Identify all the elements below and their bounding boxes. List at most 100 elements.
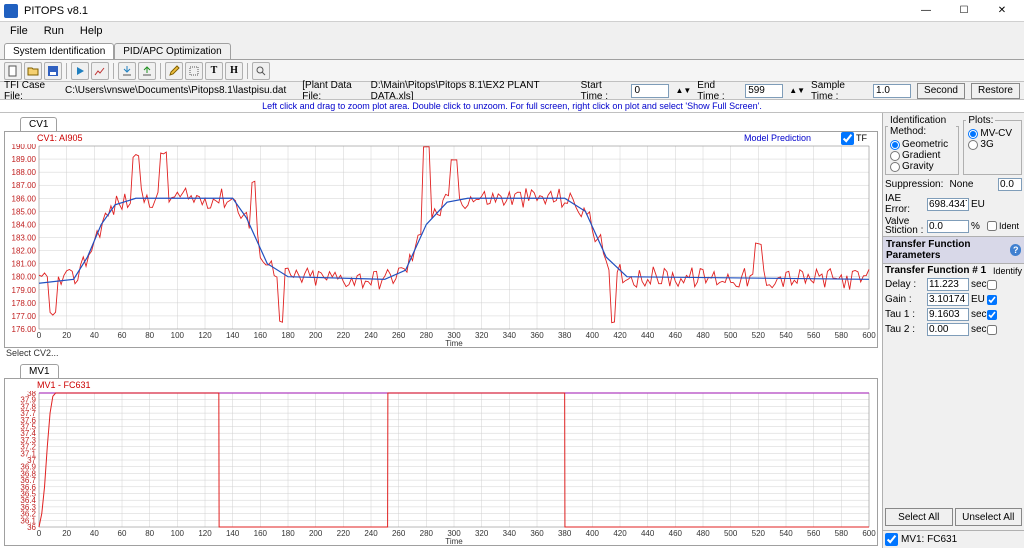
ident-method-group: Identification Method: Geometric Gradien… <box>885 115 959 175</box>
maximize-button[interactable]: ☐ <box>946 2 982 20</box>
gain-input[interactable] <box>927 293 969 306</box>
radio-3g[interactable] <box>968 140 978 150</box>
select-all-button[interactable]: Select All <box>885 508 953 526</box>
svg-text:600: 600 <box>862 331 876 340</box>
svg-text:400: 400 <box>586 529 600 538</box>
tab-cv1[interactable]: CV1 <box>20 117 57 131</box>
radio-mv-cv[interactable] <box>968 129 978 139</box>
menu-help[interactable]: Help <box>74 24 109 38</box>
heading-icon[interactable]: H <box>225 62 243 80</box>
open-icon[interactable] <box>24 62 42 80</box>
file-info-row: TFI Case File: C:\Users\vnswe\Documents\… <box>0 82 1024 100</box>
delay-check[interactable] <box>987 280 997 290</box>
svg-text:20: 20 <box>62 529 71 538</box>
select-cv2-link[interactable]: Select CV2... <box>2 348 880 362</box>
close-button[interactable]: ✕ <box>984 2 1020 20</box>
svg-text:440: 440 <box>641 331 655 340</box>
svg-text:580: 580 <box>835 529 849 538</box>
iae-input[interactable] <box>927 198 969 211</box>
ident-checkbox[interactable] <box>987 221 997 231</box>
svg-text:183.00: 183.00 <box>12 234 37 243</box>
svg-text:340: 340 <box>503 529 517 538</box>
svg-text:460: 460 <box>669 529 683 538</box>
tau1-input[interactable] <box>927 308 969 321</box>
tf-checkbox-label[interactable]: TF <box>841 132 867 145</box>
suppression-input[interactable] <box>998 178 1022 191</box>
svg-text:480: 480 <box>696 331 710 340</box>
tab-mv1[interactable]: MV1 <box>20 364 59 378</box>
svg-text:20: 20 <box>62 331 71 340</box>
svg-text:40: 40 <box>90 529 99 538</box>
svg-text:120: 120 <box>198 331 212 340</box>
tau1-check[interactable] <box>987 310 997 320</box>
restore-button[interactable]: Restore <box>971 83 1020 99</box>
svg-text:280: 280 <box>420 529 434 538</box>
tfi-file-path: C:\Users\vnswe\Documents\Pitops8.1\lastp… <box>65 85 286 96</box>
mv-chart[interactable]: MV1 - FC631 3636.136.236.336.436.536.636… <box>4 378 878 546</box>
cv-tag-label: CV1: AI905 <box>37 133 83 143</box>
svg-text:420: 420 <box>613 529 627 538</box>
radio-gravity[interactable] <box>890 162 900 172</box>
tau2-check[interactable] <box>987 325 997 335</box>
menu-run[interactable]: Run <box>38 24 70 38</box>
svg-text:420: 420 <box>613 331 627 340</box>
svg-text:184.00: 184.00 <box>12 220 37 229</box>
sample-time-input[interactable] <box>873 84 911 98</box>
svg-text:580: 580 <box>835 331 849 340</box>
start-time-input[interactable] <box>631 84 669 98</box>
end-time-stepper[interactable]: ▲▼ <box>789 86 805 95</box>
tau2-label: Tau 2 : <box>885 324 925 335</box>
svg-text:360: 360 <box>530 331 544 340</box>
tau2-input[interactable] <box>927 323 969 336</box>
cv-chart[interactable]: CV1: AI905 Model Prediction TF 176.00177… <box>4 131 878 348</box>
minimize-button[interactable]: — <box>908 2 944 20</box>
svg-text:560: 560 <box>807 331 821 340</box>
svg-text:220: 220 <box>337 529 351 538</box>
tab-system-identification[interactable]: System Identification <box>4 43 114 59</box>
delay-input[interactable] <box>927 278 969 291</box>
mv-plot[interactable]: 3636.136.236.336.436.536.636.736.836.937… <box>5 391 877 545</box>
svg-text:180: 180 <box>281 331 295 340</box>
end-time-input[interactable] <box>745 84 783 98</box>
sample-unit-button[interactable]: Second <box>917 83 965 99</box>
chart-icon[interactable] <box>91 62 109 80</box>
save-icon[interactable] <box>44 62 62 80</box>
cv-plot[interactable]: 176.00177.00178.00179.00180.00181.00182.… <box>5 144 877 347</box>
tf-checkbox[interactable] <box>841 132 854 145</box>
start-time-stepper[interactable]: ▲▼ <box>675 86 691 95</box>
start-time-label: Start Time : <box>581 80 626 102</box>
zoom-icon[interactable] <box>252 62 270 80</box>
radio-gradient[interactable] <box>890 151 900 161</box>
radio-geometric[interactable] <box>890 140 900 150</box>
svg-text:480: 480 <box>696 529 710 538</box>
svg-text:220: 220 <box>337 331 351 340</box>
window-title: PITOPS v8.1 <box>24 5 908 17</box>
unselect-all-button[interactable]: Unselect All <box>955 508 1023 526</box>
stiction-label: Valve Stiction : <box>885 217 925 235</box>
stiction-input[interactable] <box>927 220 969 233</box>
tab-pid-apc[interactable]: PID/APC Optimization <box>114 43 230 59</box>
info-strip: Left click and drag to zoom plot area. D… <box>0 100 1024 113</box>
gain-check[interactable] <box>987 295 997 305</box>
menu-file[interactable]: File <box>4 24 34 38</box>
svg-text:178.00: 178.00 <box>12 299 37 308</box>
svg-text:Time: Time <box>445 537 463 545</box>
svg-text:188.00: 188.00 <box>12 168 37 177</box>
run-icon[interactable] <box>71 62 89 80</box>
svg-text:60: 60 <box>118 529 127 538</box>
edit-icon[interactable] <box>165 62 183 80</box>
import-icon[interactable] <box>118 62 136 80</box>
svg-text:520: 520 <box>752 529 766 538</box>
svg-text:340: 340 <box>503 331 517 340</box>
tfi-file-label: TFI Case File: <box>4 80 59 102</box>
svg-text:500: 500 <box>724 529 738 538</box>
text-icon[interactable]: T <box>205 62 223 80</box>
help-icon[interactable]: ? <box>1010 244 1021 256</box>
iae-label: IAE Error: <box>885 193 925 215</box>
new-icon[interactable] <box>4 62 22 80</box>
export-icon[interactable] <box>138 62 156 80</box>
mv1-checkbox[interactable] <box>885 533 898 546</box>
model-prediction-label: Model Prediction <box>744 133 811 143</box>
suppression-value: None <box>927 179 996 190</box>
select-icon[interactable] <box>185 62 203 80</box>
